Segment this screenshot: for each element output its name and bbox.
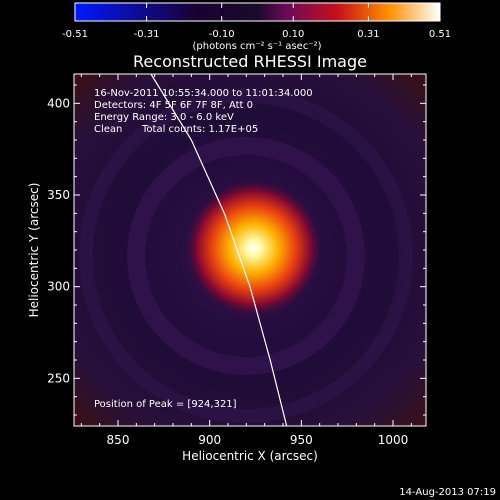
- time-range-text: 16-Nov-2011 10:55:34.000 to 11:01:34.000: [94, 88, 313, 99]
- colorbar-tick-label: -0.10: [209, 29, 235, 40]
- colorbar-unit-label: (photons cm⁻² s⁻¹ asec⁻²): [192, 41, 321, 52]
- colorbar-tick-label: 0.10: [282, 29, 304, 40]
- method-text: Clean: [94, 124, 122, 135]
- colorbar-tick-label: -0.51: [62, 29, 88, 40]
- colorbar-tick-label: -0.31: [134, 29, 160, 40]
- x-tick-label: 1000: [378, 433, 409, 447]
- y-tick-label: 250: [47, 371, 70, 385]
- colorbar-tick-label: 0.31: [357, 29, 379, 40]
- flare-source: [183, 178, 324, 319]
- y-tick-label: 400: [47, 96, 70, 110]
- detectors-text: Detectors: 4F 5F 6F 7F 8F, Att 0: [94, 100, 253, 111]
- axis-ticks: 850 900 950 1000 250 300 350 400: [47, 74, 426, 447]
- y-axis-label: Heliocentric Y (arcsec): [27, 183, 41, 318]
- colorbar-ticks: -0.51 -0.31 -0.10 0.10 0.31 0.51: [62, 3, 451, 40]
- footer-timestamp: 14-Aug-2013 07:19: [399, 487, 496, 498]
- energy-range-text: Energy Range: 3.0 - 6.0 keV: [94, 112, 234, 123]
- y-tick-label: 300: [47, 280, 70, 294]
- x-axis-label: Heliocentric X (arcsec): [182, 449, 318, 463]
- x-tick-label: 950: [290, 433, 313, 447]
- colorbar: [74, 2, 441, 22]
- chart-title: Reconstructed RHESSI Image: [133, 52, 367, 71]
- y-tick-label: 350: [47, 188, 70, 202]
- peak-position-text: Position of Peak = [924,321]: [94, 399, 237, 410]
- x-tick-label: 900: [198, 433, 221, 447]
- total-counts-text: Total counts: 1.17E+05: [141, 124, 258, 135]
- solar-limb-curve: [150, 74, 288, 426]
- colorbar-tick-label: 0.51: [429, 29, 451, 40]
- x-tick-label: 850: [107, 433, 130, 447]
- image-area: [74, 74, 426, 426]
